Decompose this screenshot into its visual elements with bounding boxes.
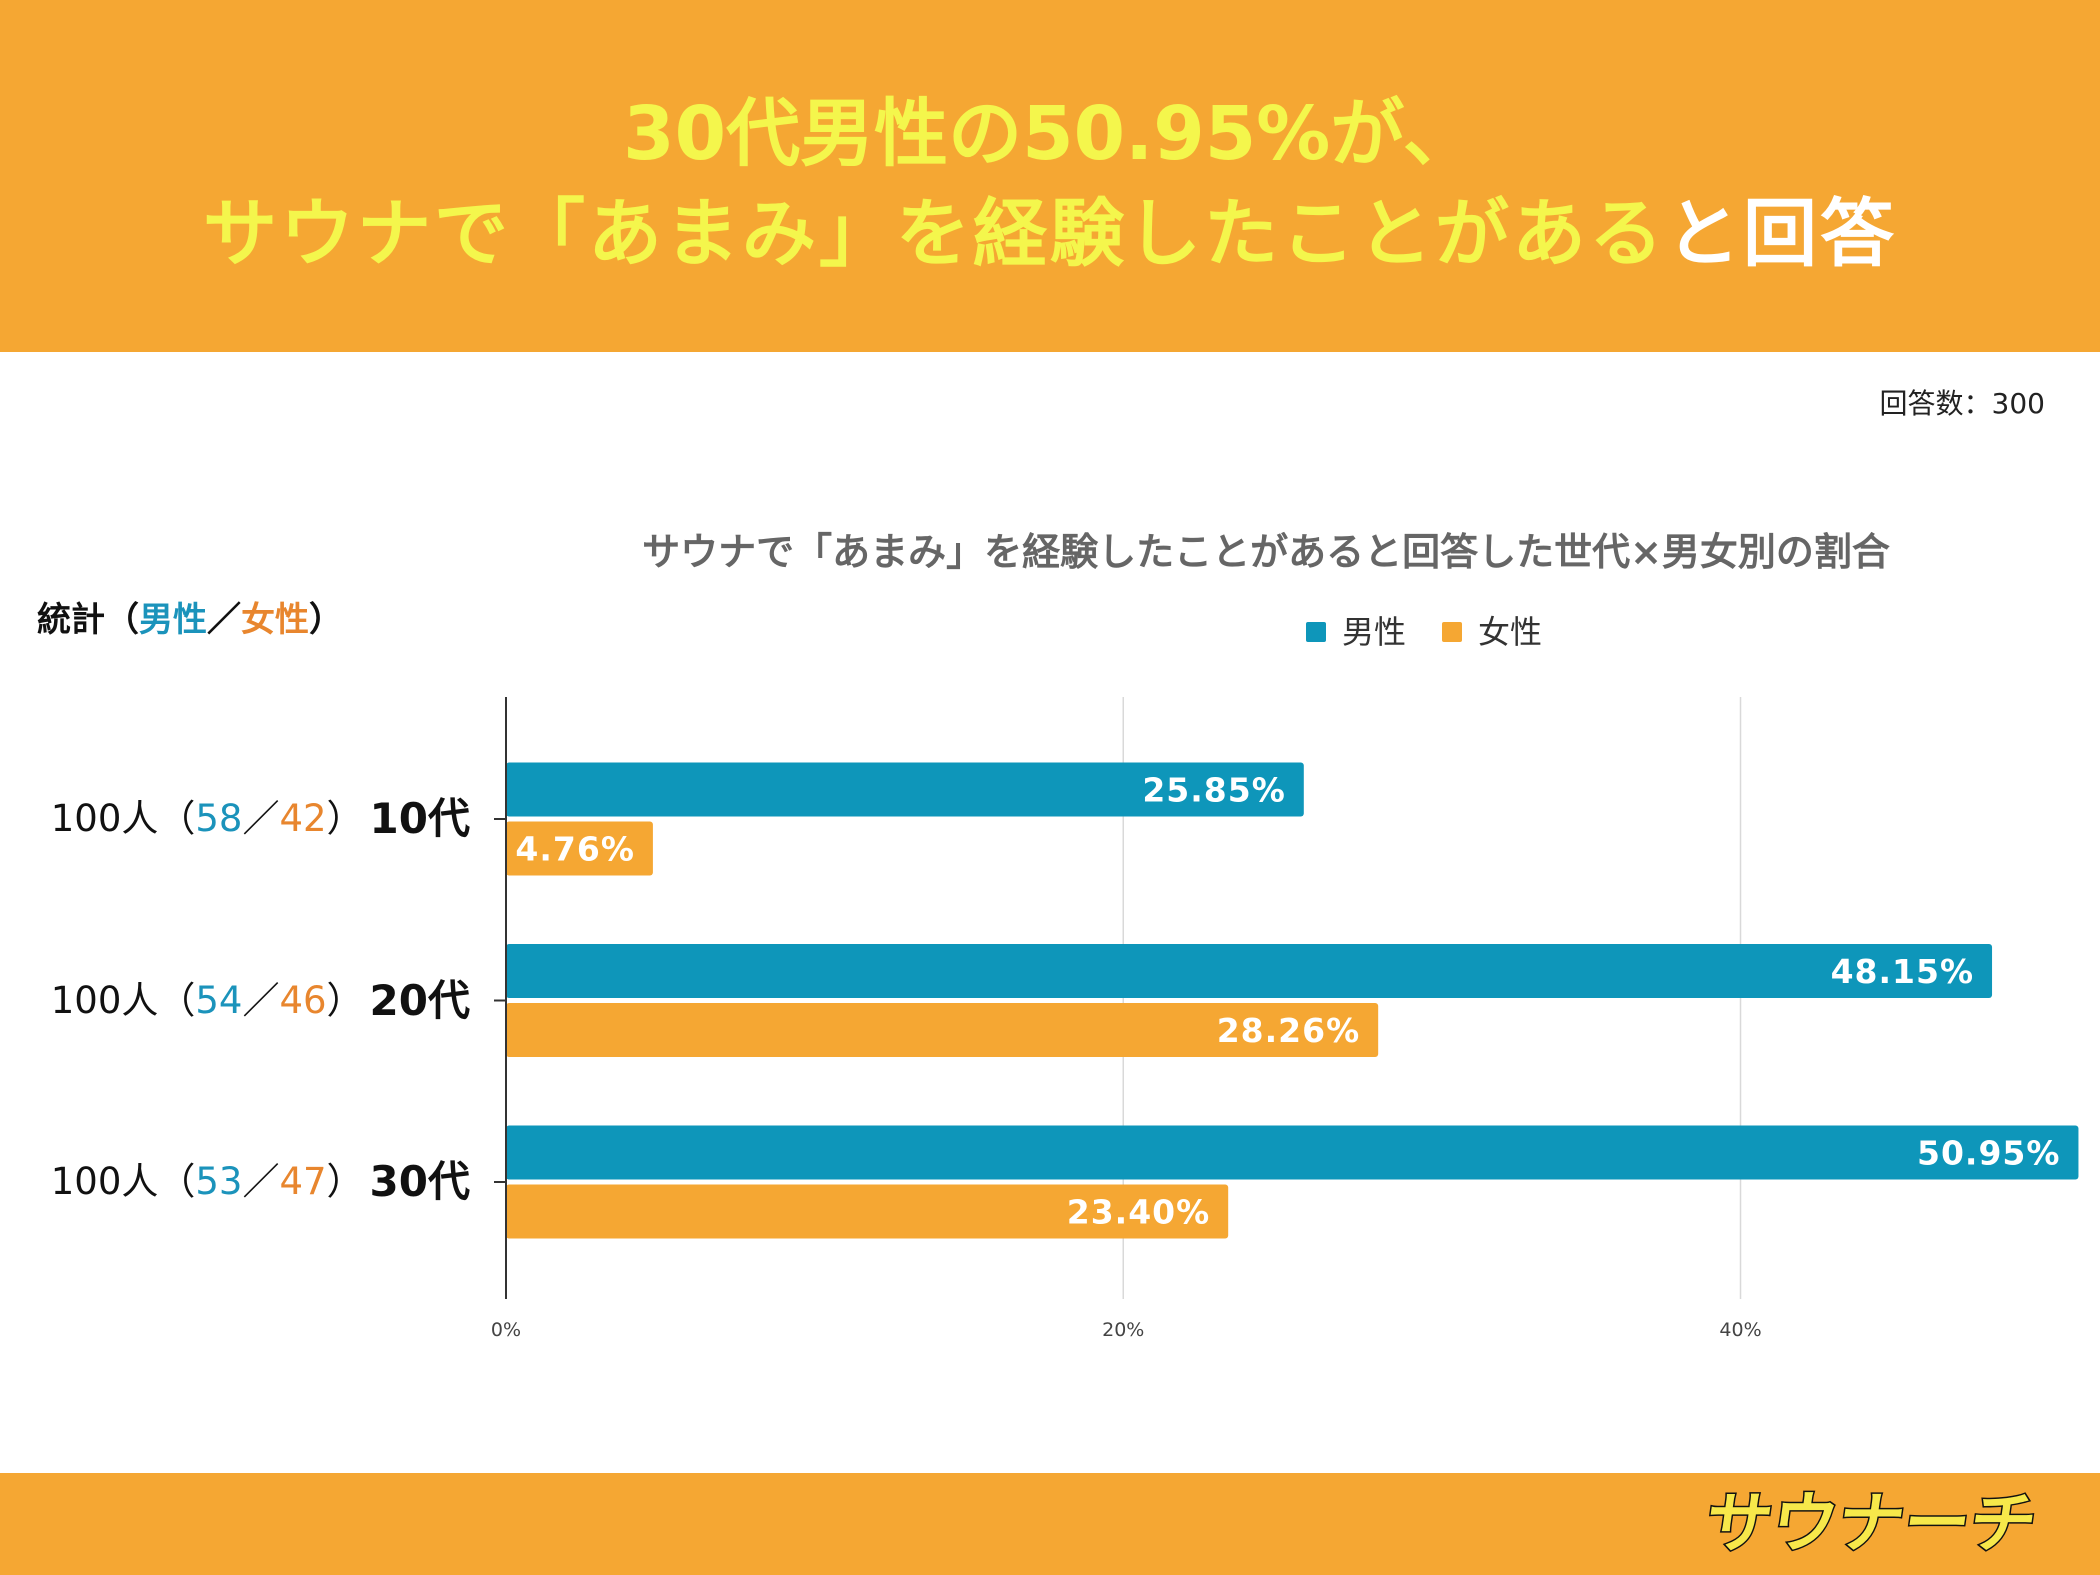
chart-legend: 男性 女性	[1306, 612, 1578, 652]
bar-female	[506, 821, 653, 876]
row-label-20s: 100人（54／46） 20代	[51, 975, 470, 1027]
row-male-count: 54	[195, 979, 243, 1022]
bar-female	[506, 1184, 1229, 1239]
headline-line1: 30代男性の50.95%が、	[623, 91, 1477, 177]
data-label: 50.95%	[1917, 1134, 2060, 1173]
headline-tail: と回答	[1666, 191, 1897, 277]
row-label-10s: 100人（58／42） 10代	[51, 793, 470, 845]
stats-open: （	[105, 600, 139, 640]
legend-label-female: 女性	[1478, 613, 1543, 651]
y-category-label: 20代	[369, 976, 470, 1025]
row-close: ）	[326, 797, 364, 840]
row-count: 100人（58／42）	[51, 793, 364, 845]
y-category-label: 10代	[369, 794, 470, 843]
legend-label-male: 男性	[1342, 613, 1407, 651]
row-close: ）	[326, 979, 364, 1022]
headline-highlight: サウナで「あまみ」を経験したことがある	[203, 191, 1666, 277]
bar-female	[506, 1003, 1379, 1057]
x-tick-label: 20%	[1102, 1319, 1144, 1341]
stats-female: 女性	[241, 600, 309, 640]
footer-band	[0, 1473, 2100, 1575]
brand-logo: サウナーチ	[1699, 1484, 2043, 1564]
stats-prefix: 統計	[37, 600, 105, 640]
bar-male	[506, 762, 1304, 817]
stats-slash: ／	[207, 600, 241, 640]
row-label-30s: 100人（53／47） 30代	[51, 1156, 470, 1208]
stats-male: 男性	[139, 600, 207, 640]
x-tick-label: 40%	[1719, 1319, 1761, 1341]
row-close: ）	[326, 1160, 364, 1203]
chart-title: サウナで「あまみ」を経験したことがあると回答した世代×男女別の割合	[642, 530, 1890, 574]
y-category-label: 30代	[369, 1157, 470, 1206]
response-count: 回答数：300	[1879, 387, 2045, 420]
data-label: 48.15%	[1831, 952, 1974, 991]
legend-item-male: 男性	[1306, 612, 1406, 652]
row-count: 100人（53／47）	[51, 1156, 364, 1208]
legend-swatch-male	[1306, 622, 1326, 642]
bar-male	[506, 1125, 2079, 1180]
row-female-count: 46	[279, 979, 327, 1022]
row-open: （	[158, 797, 196, 840]
headline-line2: サウナで「あまみ」を経験したことがあると回答	[0, 194, 2100, 274]
row-male-count: 58	[195, 797, 243, 840]
row-slash: ／	[242, 979, 280, 1022]
row-slash: ／	[242, 797, 280, 840]
bar-male	[506, 944, 1993, 998]
row-total: 100人	[50, 797, 159, 840]
x-tick-label: 0%	[491, 1319, 521, 1341]
header-band: 30代男性の50.95%が、 サウナで「あまみ」を経験したことがあると回答	[0, 0, 2100, 352]
row-female-count: 42	[279, 797, 327, 840]
legend-swatch-female	[1442, 622, 1463, 642]
row-count: 100人（54／46）	[51, 975, 364, 1027]
row-male-count: 53	[195, 1160, 243, 1203]
data-label: 4.76%	[515, 830, 635, 869]
row-female-count: 47	[279, 1160, 327, 1203]
stats-label: 統計（男性／女性）	[37, 598, 343, 642]
data-label: 23.40%	[1067, 1193, 1210, 1232]
data-label: 25.85%	[1142, 771, 1285, 810]
row-open: （	[158, 979, 196, 1022]
data-label: 28.26%	[1217, 1011, 1360, 1050]
bar-chart: 0% 20% 40% 25.85% 4.76% 48.15% 28.26% 50.95% 23.…	[491, 697, 2079, 1341]
row-slash: ／	[242, 1160, 280, 1203]
stats-close: ）	[309, 600, 343, 640]
row-open: （	[158, 1160, 196, 1203]
row-total: 100人	[50, 1160, 159, 1203]
row-total: 100人	[50, 979, 159, 1022]
legend-item-female: 女性	[1442, 612, 1542, 652]
